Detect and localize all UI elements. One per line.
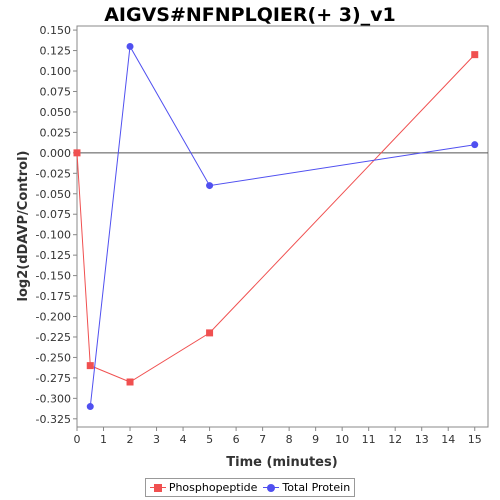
- legend-swatch-circle-icon: [263, 483, 280, 493]
- y-tick-label: -0.100: [36, 229, 71, 242]
- data-point-total-protein: [126, 42, 134, 50]
- data-point-phosphopeptide: [471, 51, 479, 59]
- y-tick-label: -0.075: [36, 208, 71, 221]
- y-tick-label: -0.250: [36, 351, 71, 364]
- legend-swatch-square-icon: [149, 483, 166, 493]
- y-tick-label: 0.100: [40, 65, 72, 78]
- y-tick-label: -0.025: [36, 167, 71, 180]
- y-tick-label: -0.325: [36, 413, 71, 426]
- y-tick-label: 0.025: [40, 126, 72, 139]
- data-point-phosphopeptide: [206, 329, 214, 337]
- y-axis-ticks: 0.150 0.125 0.100 0.075 0.050 0.025 0.000 -0.02…: [36, 24, 77, 426]
- x-tick-label: 8: [286, 433, 293, 446]
- data-point-total-protein: [206, 182, 214, 190]
- x-tick-label: 6: [233, 433, 240, 446]
- series-layer: [73, 42, 479, 411]
- y-tick-label: -0.300: [36, 392, 71, 405]
- legend-item-total-protein: Total Protein: [263, 481, 350, 494]
- x-tick-label: 11: [362, 433, 376, 446]
- x-tick-label: 12: [388, 433, 402, 446]
- x-tick-label: 9: [312, 433, 319, 446]
- y-axis-title: log2(dDAVP/Control): [16, 151, 31, 302]
- data-point-phosphopeptide: [73, 149, 81, 157]
- x-tick-label: 4: [180, 433, 187, 446]
- x-axis-title: Time (minutes): [226, 455, 337, 470]
- y-tick-label: -0.225: [36, 331, 71, 344]
- data-point-phosphopeptide: [86, 362, 94, 370]
- data-point-total-protein: [471, 141, 479, 149]
- plot-area: [76, 25, 489, 428]
- x-tick-label: 5: [206, 433, 213, 446]
- legend: Phosphopeptide Total Protein: [145, 478, 355, 497]
- y-tick-label: 0.000: [40, 147, 72, 160]
- data-point-total-protein: [86, 403, 94, 411]
- y-tick-label: 0.150: [40, 24, 72, 37]
- x-tick-label: 7: [259, 433, 266, 446]
- chart-title: AIGVS#NFNPLQIER(+ 3)_v1: [104, 4, 396, 26]
- x-tick-label: 13: [415, 433, 429, 446]
- x-tick-label: 14: [441, 433, 455, 446]
- x-tick-label: 0: [74, 433, 81, 446]
- x-tick-label: 1: [100, 433, 107, 446]
- y-tick-label: -0.175: [36, 290, 71, 303]
- y-tick-label: -0.275: [36, 372, 71, 385]
- y-tick-label: -0.125: [36, 249, 71, 262]
- y-tick-label: 0.075: [40, 85, 72, 98]
- y-tick-label: 0.125: [40, 45, 72, 58]
- x-tick-label: 2: [127, 433, 134, 446]
- legend-label-phosphopeptide: Phosphopeptide: [168, 481, 258, 494]
- series-line-total-protein: [89, 44, 475, 407]
- data-point-phosphopeptide: [126, 378, 134, 386]
- x-tick-label: 15: [468, 433, 482, 446]
- y-tick-label: 0.050: [40, 106, 72, 119]
- y-tick-label: -0.050: [36, 188, 71, 201]
- y-tick-label: -0.200: [36, 311, 71, 324]
- legend-label-total-protein: Total Protein: [282, 481, 351, 494]
- x-tick-label: 3: [153, 433, 160, 446]
- x-axis-ticks: 0 1 2 3 4 5 6 7 8 9 10 11 12 13 14 15: [74, 427, 482, 446]
- legend-item-phosphopeptide: Phosphopeptide: [149, 481, 258, 494]
- y-tick-label: -0.150: [36, 270, 71, 283]
- x-tick-label: 10: [335, 433, 349, 446]
